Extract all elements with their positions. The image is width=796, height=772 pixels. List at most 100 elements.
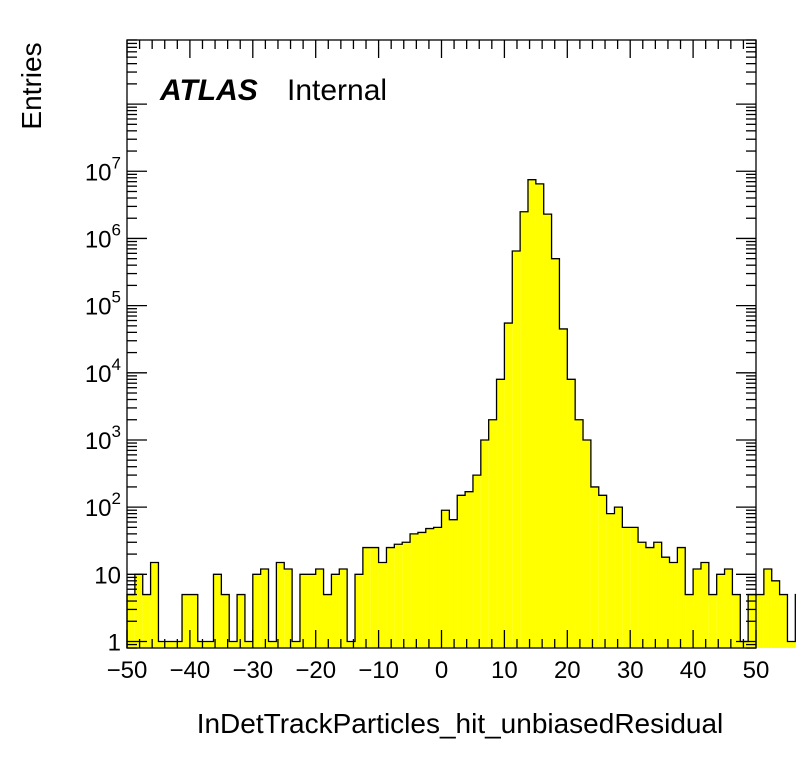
y-tick-label: 105 — [85, 288, 121, 321]
histogram-bin — [260, 568, 269, 648]
histogram-bin — [472, 475, 481, 648]
histogram-bin — [763, 568, 772, 648]
histogram-bin — [543, 214, 552, 648]
x-tick-label: 50 — [743, 657, 770, 684]
histogram-bin — [677, 547, 686, 648]
histogram-bin — [284, 568, 293, 648]
histogram-bin — [229, 641, 238, 648]
histogram-bin — [693, 568, 701, 648]
histogram-bin — [716, 574, 725, 648]
histogram-bin — [244, 641, 253, 648]
y-tick-label: 102 — [85, 489, 121, 522]
histogram-bin — [583, 439, 591, 648]
y-axis-ticks — [127, 39, 756, 649]
histogram-bin — [645, 547, 654, 648]
histogram-bin — [756, 594, 764, 648]
histogram-bin — [771, 580, 780, 648]
y-tick-label: 103 — [85, 422, 121, 455]
histogram-bin — [661, 557, 670, 648]
histogram-bin — [339, 568, 348, 648]
histogram-bin — [237, 594, 245, 648]
histogram-bin — [685, 594, 694, 648]
histogram-bin — [598, 495, 607, 648]
x-tick-label: −50 — [107, 657, 148, 684]
histogram-bin — [134, 574, 143, 648]
y-tick-label: 1 — [108, 629, 121, 656]
x-tick-label: 10 — [491, 657, 518, 684]
histogram-bin — [488, 419, 497, 648]
x-tick-label: −30 — [232, 657, 273, 684]
histogram-bin — [724, 568, 733, 648]
x-tick-label: −40 — [170, 657, 211, 684]
histogram-bin — [386, 547, 395, 648]
histogram-bin — [630, 527, 639, 648]
y-axis-tick-labels: 1 10 102 103 104 105 106 107 — [85, 153, 121, 656]
histogram-bin — [740, 641, 749, 648]
histogram-bin — [614, 507, 623, 648]
histogram-bin — [182, 594, 190, 648]
x-tick-label: 40 — [680, 657, 707, 684]
histogram-bin — [779, 594, 788, 648]
histogram-bin — [504, 323, 513, 648]
histogram-bin — [189, 594, 198, 648]
x-tick-label: 30 — [617, 657, 644, 684]
histogram-bin — [362, 547, 371, 648]
x-axis-title: InDetTrackParticles_hit_unbiasedResidual — [197, 708, 724, 739]
histogram-bin — [417, 532, 426, 648]
histogram-bin — [276, 562, 285, 648]
histogram-bin — [166, 641, 175, 648]
histogram-bin — [551, 258, 560, 648]
histogram-bin — [575, 419, 584, 648]
histogram-bin — [512, 251, 521, 649]
histogram-bin — [606, 513, 615, 648]
histogram-bin — [787, 641, 796, 648]
histogram-bin — [449, 519, 458, 648]
histogram-bin — [394, 544, 403, 648]
histogram-bin — [425, 528, 434, 648]
histogram-bin — [347, 641, 356, 648]
histogram-bin — [567, 379, 576, 648]
histogram-bin — [496, 379, 505, 648]
histogram-bin — [410, 533, 418, 648]
histogram-bin — [150, 562, 159, 648]
histogram-bin — [708, 594, 717, 648]
y-tick-label: 10 — [94, 562, 121, 589]
internal-label: Internal — [287, 74, 387, 107]
histogram-bin — [292, 641, 300, 648]
histogram-bin — [527, 179, 536, 648]
x-tick-label: −20 — [295, 657, 336, 684]
histogram-bin — [378, 562, 387, 648]
histogram-bin — [441, 510, 450, 648]
histogram-bin — [465, 491, 473, 648]
histogram-bin — [638, 542, 646, 648]
histogram-bin — [402, 542, 411, 648]
histogram-bin — [535, 183, 544, 649]
histogram-bin — [700, 562, 709, 648]
histogram-bin — [480, 439, 489, 648]
y-tick-label: 107 — [85, 153, 121, 186]
histogram-bin — [299, 574, 308, 648]
histogram-bin — [669, 562, 678, 648]
x-tick-label: 20 — [554, 657, 581, 684]
x-tick-label: −10 — [358, 657, 399, 684]
histogram-bin — [559, 328, 568, 648]
histogram-bars — [126, 179, 796, 649]
y-tick-label: 104 — [85, 355, 121, 388]
histogram-bin — [433, 527, 442, 648]
x-axis-tick-labels: −50 −40 −30 −20 −10 0 10 20 30 40 50 — [107, 657, 770, 684]
histogram-bin — [590, 486, 599, 648]
histogram-bin — [158, 641, 167, 648]
histogram-bin — [174, 641, 183, 648]
histogram-bin — [355, 574, 363, 648]
histogram-bin — [197, 641, 206, 648]
y-tick-label: 106 — [85, 220, 121, 253]
y-axis-title: Entries — [16, 42, 47, 129]
histogram-bin — [315, 568, 324, 648]
histogram-bin — [142, 594, 151, 648]
histogram-bin — [457, 495, 466, 648]
histogram-bin — [520, 211, 528, 648]
x-tick-label: 0 — [435, 657, 448, 684]
histogram-bin — [622, 527, 631, 648]
histogram-bin — [331, 574, 340, 648]
